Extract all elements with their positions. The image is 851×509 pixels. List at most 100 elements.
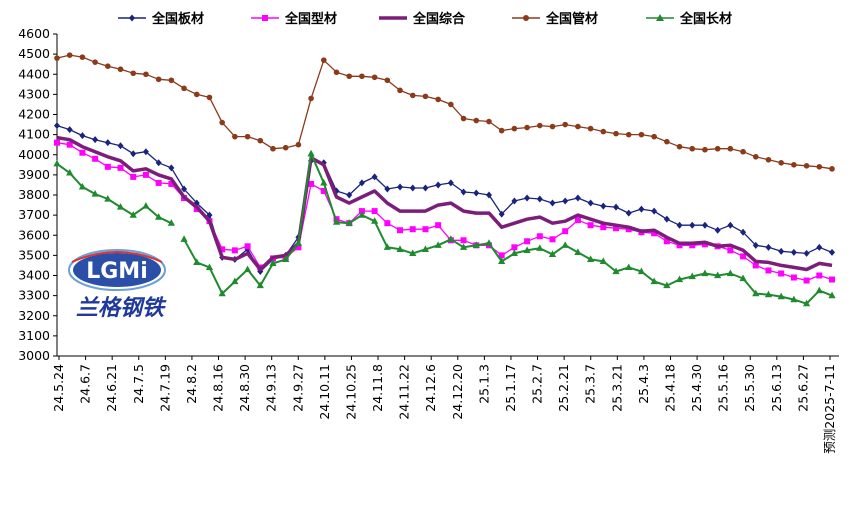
x-tick-label: 24.12.6 xyxy=(423,364,438,412)
data-point xyxy=(486,119,492,125)
data-point xyxy=(588,200,594,207)
data-point xyxy=(537,123,543,129)
data-point xyxy=(816,273,822,279)
series-line xyxy=(57,154,832,304)
data-point xyxy=(804,278,810,284)
data-point xyxy=(524,125,530,131)
data-point xyxy=(92,136,98,143)
data-point xyxy=(321,57,327,63)
data-point xyxy=(550,124,556,130)
data-point xyxy=(130,174,136,180)
y-tick-label: 4600 xyxy=(18,26,50,41)
data-point xyxy=(207,95,213,101)
data-point xyxy=(181,86,187,92)
data-point xyxy=(435,181,441,188)
logo-text-cn: 兰格钢铁 xyxy=(76,295,167,321)
x-tick-label: 24.12.20 xyxy=(450,364,465,420)
data-point xyxy=(422,184,428,191)
y-tick-label: 3700 xyxy=(18,207,50,222)
data-point xyxy=(118,66,124,72)
data-point xyxy=(829,277,835,283)
legend-label: 全国综合 xyxy=(412,11,466,27)
chart-series xyxy=(53,52,835,306)
chart-legend: 全国板材全国型材全国综合全国管材全国长材 xyxy=(118,11,732,27)
legend-marker xyxy=(262,15,268,21)
data-point xyxy=(804,163,810,169)
data-point xyxy=(651,134,657,140)
x-tick-label: 24.5.24 xyxy=(51,364,66,412)
x-tick-label: 24.10.11 xyxy=(317,364,332,420)
data-point xyxy=(702,222,708,229)
data-point xyxy=(92,59,98,65)
data-point xyxy=(245,243,251,249)
data-point xyxy=(524,238,530,244)
data-point xyxy=(664,216,670,223)
data-point xyxy=(54,122,60,129)
data-point xyxy=(156,76,162,82)
data-point xyxy=(410,226,416,232)
data-point xyxy=(257,138,263,144)
x-tick-label: 24.8.16 xyxy=(211,364,226,412)
data-point xyxy=(410,93,416,99)
data-point xyxy=(384,220,390,226)
x-tick-label: 25.1.17 xyxy=(503,364,518,412)
data-point xyxy=(359,73,365,79)
series-4 xyxy=(54,52,835,171)
legend-label: 全国管材 xyxy=(545,11,598,27)
y-tick-label: 4100 xyxy=(18,127,50,142)
data-point xyxy=(244,265,251,272)
data-point xyxy=(766,157,772,163)
x-tick-label: 25.2.21 xyxy=(556,364,571,412)
data-point xyxy=(778,248,784,255)
data-point xyxy=(588,222,594,228)
data-point xyxy=(816,287,823,294)
x-tick-label: 25.1.3 xyxy=(476,364,491,404)
x-tick-label: 25.6.13 xyxy=(769,364,784,412)
logo-text-en: LGMi xyxy=(86,259,148,284)
series-2 xyxy=(54,140,835,284)
legend-item-4: 全国管材 xyxy=(512,11,598,27)
data-point xyxy=(562,198,568,205)
x-tick-label: 25.3.7 xyxy=(583,364,598,404)
data-point xyxy=(804,250,810,257)
data-point xyxy=(778,270,784,276)
chart-axes: 3000310032003300340035003600370038003900… xyxy=(18,26,839,454)
data-point xyxy=(385,77,391,83)
data-point xyxy=(143,172,149,178)
data-point xyxy=(346,73,352,79)
data-point xyxy=(180,235,187,242)
legend-item-5: 全国长材 xyxy=(646,11,732,27)
data-point xyxy=(639,132,645,138)
data-point xyxy=(791,275,797,281)
y-tick-label: 3600 xyxy=(18,227,50,242)
data-point xyxy=(575,124,581,130)
data-point xyxy=(512,126,518,132)
lange-steel-logo: LGMi 兰格钢铁 xyxy=(69,250,167,321)
data-point xyxy=(816,244,822,251)
x-tick-label: 24.6.21 xyxy=(104,364,119,412)
x-tick-label: 24.9.13 xyxy=(264,364,279,412)
data-point xyxy=(816,164,822,170)
data-point xyxy=(689,146,695,152)
data-point xyxy=(307,150,314,157)
x-tick-label: 25.4.30 xyxy=(689,364,704,412)
data-point xyxy=(499,128,505,134)
x-tick-label: 25.3.21 xyxy=(609,364,624,412)
data-point xyxy=(549,200,555,207)
x-tick-label: 24.8.2 xyxy=(184,364,199,404)
x-tick-label: 25.4.18 xyxy=(662,364,677,412)
data-point xyxy=(143,71,149,77)
legend-marker xyxy=(129,15,135,22)
data-point xyxy=(156,180,162,186)
x-tick-label: 25.5.16 xyxy=(716,364,731,412)
data-point xyxy=(715,227,721,234)
x-tick-label: 24.9.27 xyxy=(290,364,305,412)
y-tick-label: 3100 xyxy=(18,328,50,343)
data-point xyxy=(651,208,657,215)
data-point xyxy=(600,203,606,210)
data-point xyxy=(473,118,479,124)
data-point xyxy=(448,102,454,108)
data-point xyxy=(664,139,670,145)
data-point xyxy=(423,94,429,100)
data-point xyxy=(410,184,416,191)
